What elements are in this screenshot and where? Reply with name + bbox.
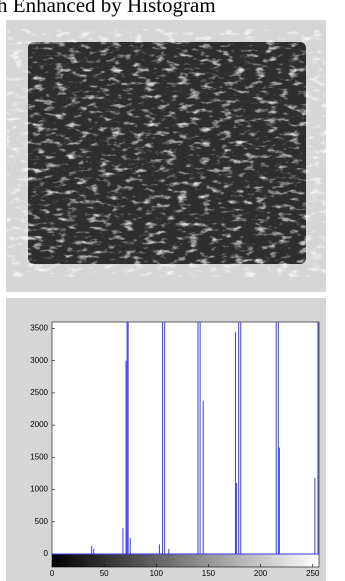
y-tick-label: 1500 [30, 452, 48, 461]
y-tick-label: 3000 [30, 356, 48, 365]
x-tick-label: 50 [100, 569, 109, 578]
inscription-texture [34, 50, 300, 256]
page: {"caption": "h Enhanced by Histogram", "… [0, 0, 345, 581]
y-tick-label: 1000 [30, 485, 48, 494]
y-tick-label: 2000 [30, 420, 48, 429]
x-tick-label: 200 [254, 569, 268, 578]
figure: h Enhanced by Histogram 0500100015002000… [0, 0, 345, 581]
y-tick-label: 3500 [30, 324, 48, 333]
x-tick-label: 0 [50, 569, 55, 578]
y-tick-label: 0 [44, 549, 49, 558]
x-tick-label: 100 [150, 569, 164, 578]
x-tick-label: 150 [202, 569, 216, 578]
y-tick-label: 2500 [30, 388, 48, 397]
y-tick-label: 500 [35, 517, 49, 526]
caption: h Enhanced by Histogram [0, 0, 216, 17]
gray-bar [52, 554, 319, 567]
x-tick-label: 250 [306, 569, 320, 578]
